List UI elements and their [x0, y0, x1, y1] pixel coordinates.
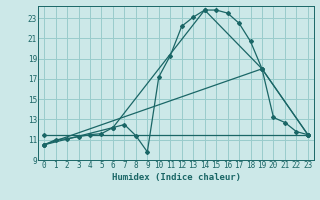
X-axis label: Humidex (Indice chaleur): Humidex (Indice chaleur) [111, 173, 241, 182]
